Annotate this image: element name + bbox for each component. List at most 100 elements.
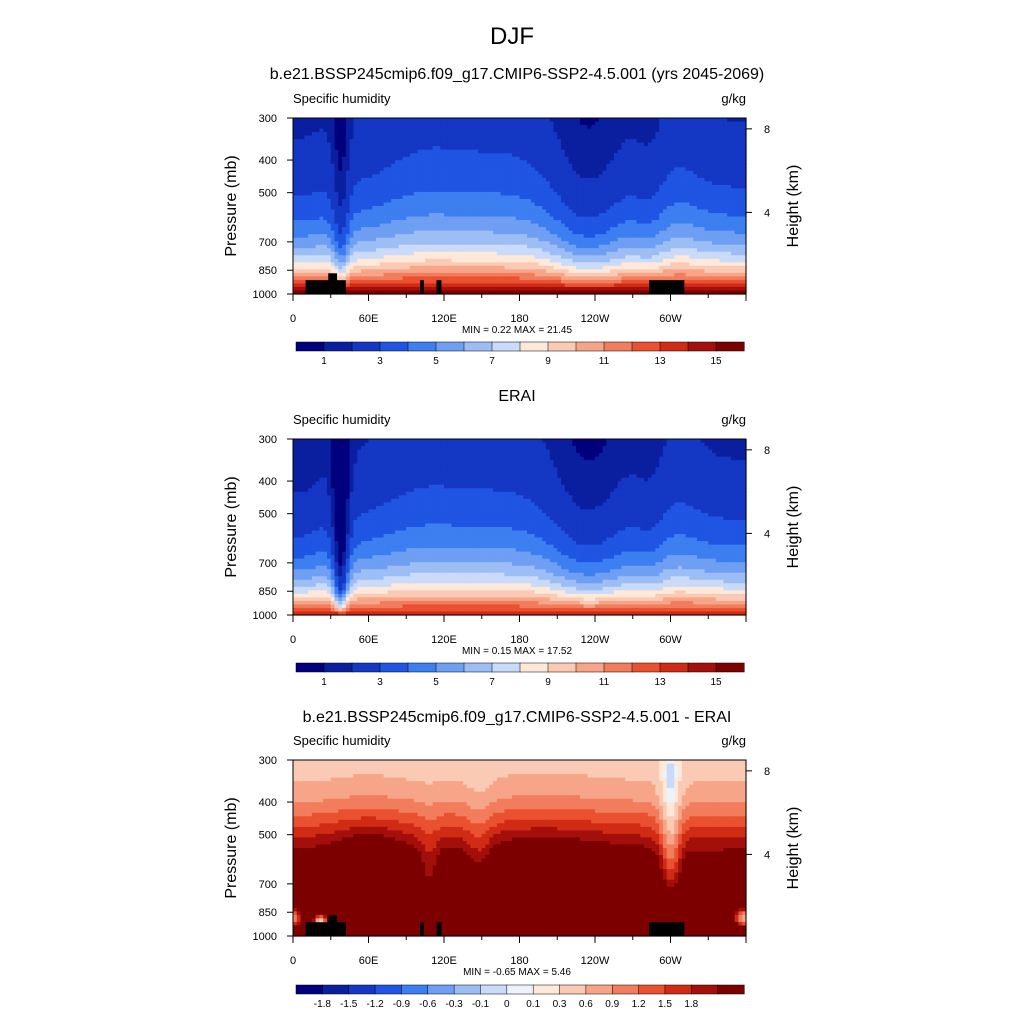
field-cell bbox=[452, 259, 456, 263]
field-cell bbox=[572, 160, 576, 164]
field-cell bbox=[637, 241, 641, 245]
field-cell bbox=[667, 167, 671, 171]
field-cell bbox=[361, 210, 365, 214]
field-cell bbox=[380, 164, 384, 168]
field-cell bbox=[384, 262, 388, 266]
field-cell bbox=[293, 122, 297, 126]
field-cell bbox=[372, 199, 376, 203]
field-cell bbox=[467, 217, 471, 221]
field-cell bbox=[701, 143, 705, 147]
field-cell bbox=[470, 245, 474, 249]
field-cell bbox=[735, 167, 739, 171]
field-cell bbox=[535, 206, 539, 210]
field-cell bbox=[380, 157, 384, 161]
field-cell bbox=[304, 174, 308, 178]
field-cell bbox=[486, 195, 490, 199]
field-cell bbox=[501, 139, 505, 143]
field-cell bbox=[486, 188, 490, 192]
field-cell bbox=[606, 231, 610, 235]
field-cell bbox=[599, 139, 603, 143]
field-cell bbox=[467, 252, 471, 256]
field-cell bbox=[406, 132, 410, 136]
field-cell bbox=[357, 255, 361, 259]
field-cell bbox=[350, 227, 354, 231]
field-cell bbox=[338, 217, 342, 221]
field-cell bbox=[508, 178, 512, 182]
field-cell bbox=[350, 248, 354, 252]
field-cell bbox=[444, 122, 448, 126]
field-cell bbox=[512, 262, 516, 266]
field-cell bbox=[304, 224, 308, 228]
field-cell bbox=[323, 259, 327, 263]
field-cell bbox=[421, 213, 425, 217]
field-cell bbox=[402, 150, 406, 154]
field-cell bbox=[686, 146, 690, 150]
field-cell bbox=[489, 227, 493, 231]
field-cell bbox=[504, 199, 508, 203]
field-cell bbox=[501, 262, 505, 266]
field-cell bbox=[531, 139, 535, 143]
field-cell bbox=[448, 150, 452, 154]
field-cell bbox=[520, 262, 524, 266]
field-cell bbox=[701, 234, 705, 238]
field-cell bbox=[512, 241, 516, 245]
field-cell bbox=[429, 178, 433, 182]
field-cell bbox=[497, 202, 501, 206]
field-cell bbox=[301, 220, 305, 224]
field-cell bbox=[395, 181, 399, 185]
field-cell bbox=[738, 252, 742, 256]
field-cell bbox=[704, 199, 708, 203]
field-cell bbox=[338, 234, 342, 238]
field-cell bbox=[327, 210, 331, 214]
field-cell bbox=[557, 234, 561, 238]
field-cell bbox=[331, 150, 335, 154]
field-cell bbox=[546, 139, 550, 143]
field-cell bbox=[557, 199, 561, 203]
field-cell bbox=[587, 192, 591, 196]
field-cell bbox=[350, 136, 354, 140]
field-cell bbox=[444, 153, 448, 157]
field-cell bbox=[655, 139, 659, 143]
field-cell bbox=[557, 217, 561, 221]
field-cell bbox=[640, 150, 644, 154]
field-cell bbox=[335, 195, 339, 199]
field-cell bbox=[689, 125, 693, 129]
field-cell bbox=[686, 160, 690, 164]
field-cell bbox=[535, 245, 539, 249]
field-cell bbox=[565, 217, 569, 221]
field-cell bbox=[580, 231, 584, 235]
field-cell bbox=[380, 245, 384, 249]
field-cell bbox=[444, 202, 448, 206]
field-cell bbox=[418, 199, 422, 203]
field-cell bbox=[644, 220, 648, 224]
field-cell bbox=[387, 150, 391, 154]
field-cell bbox=[293, 255, 297, 259]
field-cell bbox=[648, 164, 652, 168]
field-cell bbox=[406, 252, 410, 256]
field-cell bbox=[504, 132, 508, 136]
field-cell bbox=[327, 220, 331, 224]
field-cell bbox=[316, 206, 320, 210]
field-cell bbox=[312, 262, 316, 266]
field-cell bbox=[365, 210, 369, 214]
field-cell bbox=[682, 231, 686, 235]
field-cell bbox=[331, 160, 335, 164]
field-cell bbox=[467, 195, 471, 199]
field-cell bbox=[436, 181, 440, 185]
field-cell bbox=[576, 181, 580, 185]
field-cell bbox=[686, 174, 690, 178]
field-cell bbox=[659, 195, 663, 199]
field-cell bbox=[580, 206, 584, 210]
field-cell bbox=[380, 136, 384, 140]
field-cell bbox=[591, 241, 595, 245]
field-cell bbox=[663, 125, 667, 129]
field-cell bbox=[625, 185, 629, 189]
field-cell bbox=[474, 171, 478, 175]
field-cell bbox=[342, 132, 346, 136]
field-cell bbox=[418, 160, 422, 164]
field-cell bbox=[697, 153, 701, 157]
field-cell bbox=[402, 213, 406, 217]
field-cell bbox=[357, 217, 361, 221]
field-cell bbox=[342, 252, 346, 256]
field-cell bbox=[618, 178, 622, 182]
